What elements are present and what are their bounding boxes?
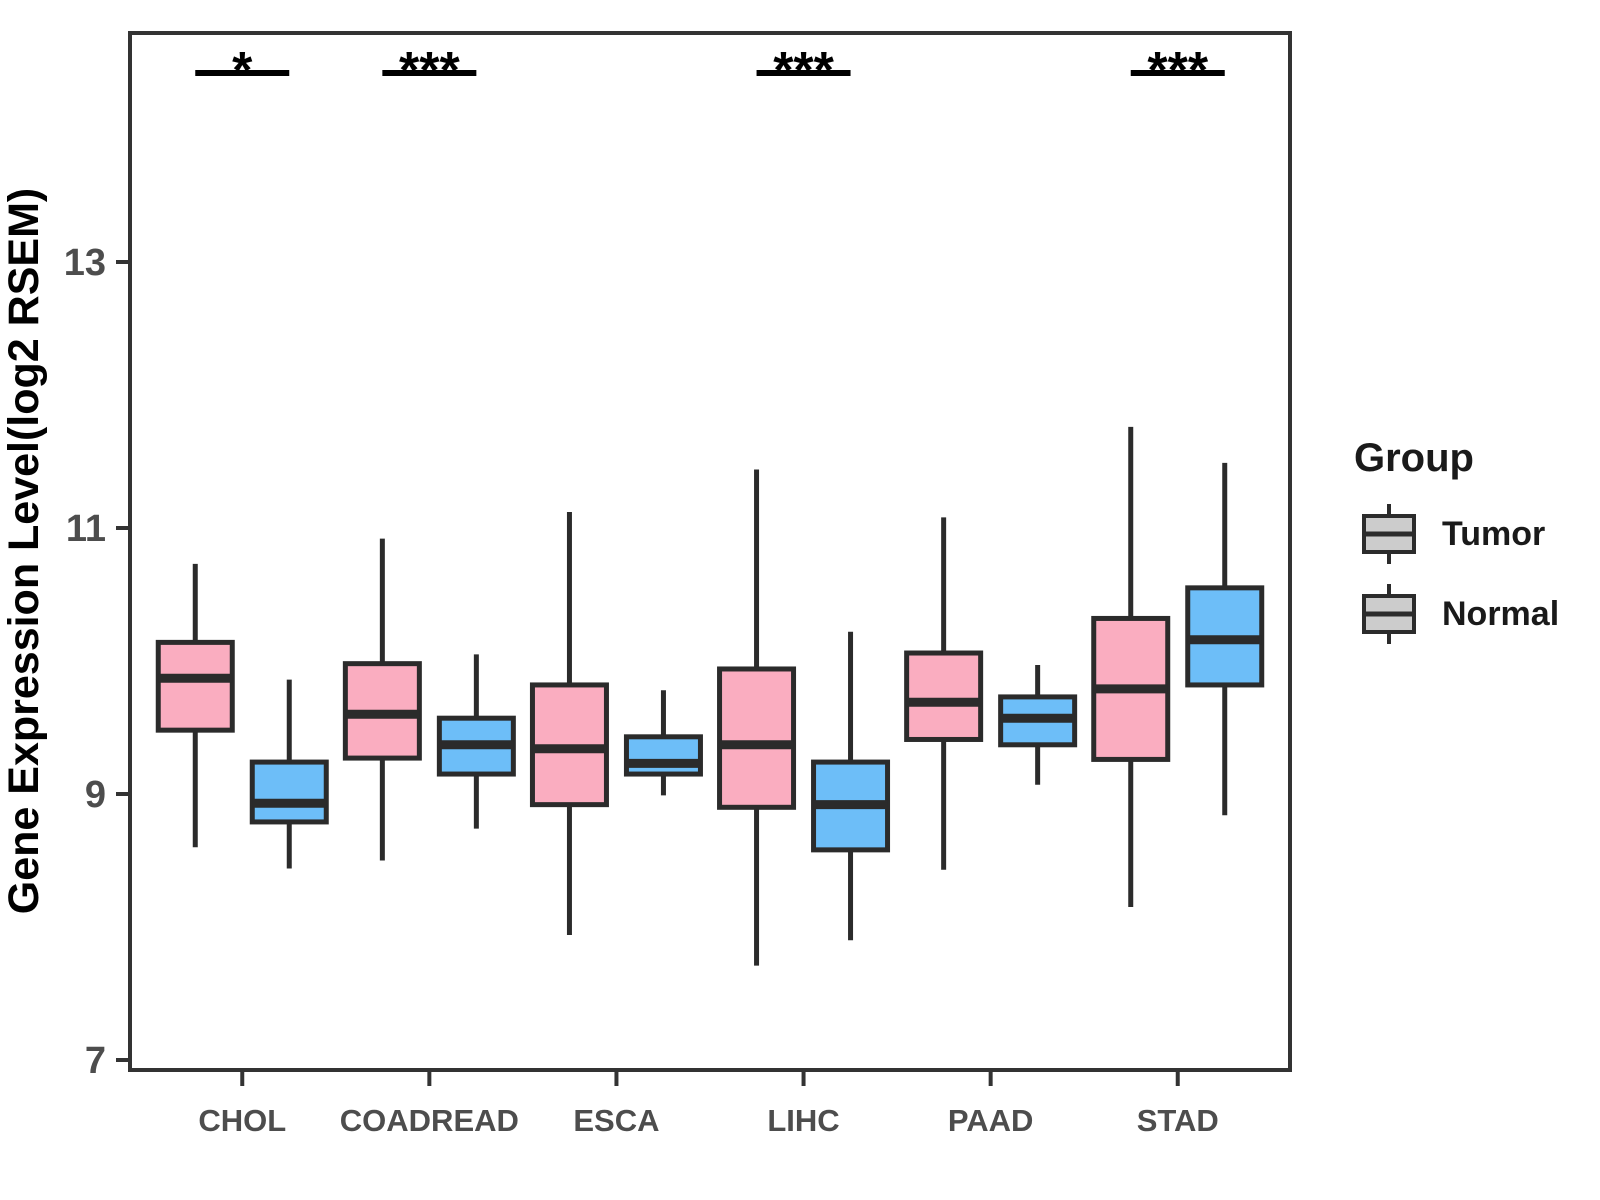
legend-title: Group xyxy=(1354,436,1474,480)
legend-label-tumor: Tumor xyxy=(1442,514,1546,553)
y-tick-label: 7 xyxy=(85,1040,106,1082)
x-tick-label: CHOL xyxy=(198,1103,286,1138)
x-tick-label: PAAD xyxy=(948,1103,1034,1138)
legend-label-normal: Normal xyxy=(1442,594,1560,633)
significance-label-chol: * xyxy=(232,42,253,100)
legend-key-tumor-icon xyxy=(1362,504,1416,564)
x-tick-label: COADREAD xyxy=(340,1103,519,1138)
y-tick-label: 9 xyxy=(85,774,106,816)
box-chol-tumor xyxy=(155,639,235,733)
box-lihc-tumor xyxy=(717,666,797,810)
plot-panel-border xyxy=(128,31,1292,1072)
box-esca-normal xyxy=(623,734,703,777)
x-tick-label: ESCA xyxy=(573,1103,659,1138)
legend-item-normal: Normal xyxy=(1352,581,1592,647)
legend: Group Tumor Normal xyxy=(1352,436,1592,647)
y-tick-label: 13 xyxy=(64,242,106,284)
legend-key-normal-icon xyxy=(1362,584,1416,644)
significance-label-lihc: *** xyxy=(773,42,834,100)
y-tick-label: 11 xyxy=(66,508,106,550)
y-axis-title: Gene Expression Level(log2 RSEM) xyxy=(0,188,48,914)
significance-label-stad: *** xyxy=(1147,42,1208,100)
significance-label-coadread: *** xyxy=(399,42,460,100)
legend-item-tumor: Tumor xyxy=(1352,501,1592,567)
box-paad-tumor xyxy=(904,650,984,742)
x-tick-label: LIHC xyxy=(767,1103,839,1138)
box-chol-normal xyxy=(249,759,329,825)
x-tick-label: STAD xyxy=(1137,1103,1219,1138)
